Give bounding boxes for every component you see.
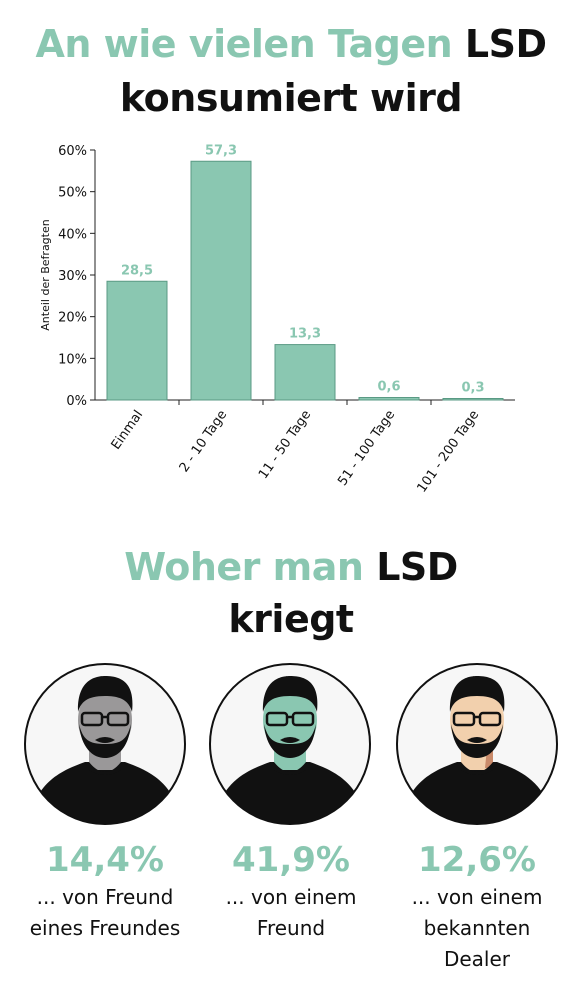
- y-tick-label: 60%: [58, 144, 87, 159]
- y-axis-label: Anteil der Befragten: [39, 219, 52, 330]
- bar: [190, 160, 252, 401]
- source-label-dealer: ... von einem bekannten Dealer: [382, 882, 572, 975]
- source-label-friend: ... von einem Freund: [196, 882, 386, 944]
- source-label-line: ... von Freund: [36, 885, 174, 909]
- source-percent-dealer: 12,6%: [418, 840, 536, 880]
- source-label-line: eines Freundes: [29, 916, 181, 940]
- x-tick-label: 51 - 100 Tage: [335, 408, 398, 489]
- bar-value-label: 13,3: [289, 327, 321, 342]
- source-label-line: ... von einem: [411, 885, 543, 909]
- source-label-friend-of-friend: ... von Freund eines Freundes: [10, 882, 200, 944]
- source-label-line: Dealer: [443, 947, 511, 971]
- bar-chart: 0% 10% 20% 30% 40% 50% 60% Anteil der Befragten…: [39, 143, 515, 496]
- chart-title-green: An wie vielen Tagen: [35, 22, 453, 66]
- x-tick-label: 2 - 10 Tage: [177, 408, 231, 476]
- bar-value-label: 57,3: [205, 143, 237, 158]
- avatar-dealer: [396, 663, 558, 825]
- bar: [442, 398, 504, 401]
- sources-title: Woher man LSD: [0, 543, 582, 591]
- x-tick-label: 101 - 200 Tage: [415, 408, 483, 496]
- source-percent-friend-of-friend: 14,4%: [46, 840, 164, 880]
- bar: [106, 280, 168, 401]
- bar-value-label: 0,6: [377, 380, 400, 395]
- x-tick-label: 11 - 50 Tage: [256, 408, 314, 482]
- y-tick-label: 30%: [58, 269, 87, 284]
- y-tick-label: 20%: [58, 311, 87, 326]
- chart-title-dark: LSD: [464, 22, 547, 66]
- y-tick-label: 50%: [58, 186, 87, 201]
- x-tick-label: Einmal: [109, 408, 147, 453]
- sources-title-green: Woher man: [124, 545, 364, 589]
- y-tick-label: 10%: [58, 352, 87, 367]
- avatar-friend: [209, 663, 371, 825]
- source-label-line: ... von einem: [225, 885, 357, 909]
- avatar-friend-of-friend: [24, 663, 186, 825]
- y-tick-label: 0%: [66, 394, 87, 409]
- bar: [358, 397, 420, 401]
- bar-value-label: 0,3: [461, 381, 484, 396]
- sources-title-line2: kriegt: [228, 597, 354, 641]
- y-tick-label: 40%: [58, 227, 87, 242]
- chart-title: An wie vielen Tagen LSD: [0, 20, 582, 68]
- bar: [274, 344, 336, 401]
- bar-value-label: 28,5: [121, 263, 153, 278]
- sources-title-dark: LSD: [376, 545, 458, 589]
- source-percent-friend: 41,9%: [232, 840, 350, 880]
- source-label-line: bekannten: [423, 916, 531, 940]
- source-label-line: Freund: [256, 916, 326, 940]
- chart-title-line2: konsumiert wird: [119, 76, 463, 120]
